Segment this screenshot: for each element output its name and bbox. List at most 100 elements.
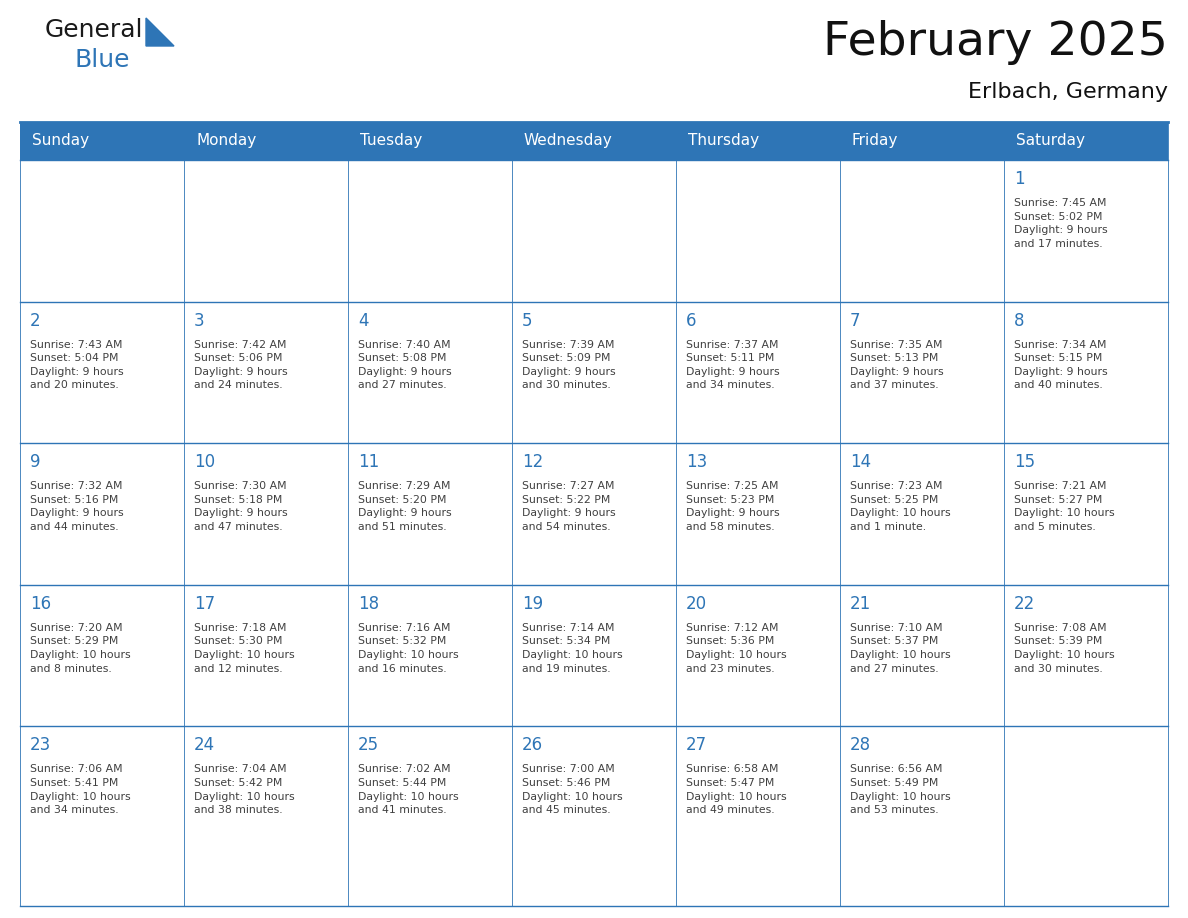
Bar [840,726,1004,868]
Bar [348,122,512,160]
Text: 7: 7 [849,311,860,330]
Text: Sunrise: 7:14 AM
Sunset: 5:34 PM
Daylight: 10 hours
and 19 minutes.: Sunrise: 7:14 AM Sunset: 5:34 PM Dayligh… [522,622,623,674]
Text: 2: 2 [30,311,40,330]
Text: General: General [45,18,144,42]
Text: 25: 25 [358,736,379,755]
Text: 14: 14 [849,453,871,471]
Bar [840,160,1004,302]
Text: 19: 19 [522,595,543,613]
Text: Sunrise: 7:27 AM
Sunset: 5:22 PM
Daylight: 9 hours
and 54 minutes.: Sunrise: 7:27 AM Sunset: 5:22 PM Dayligh… [522,481,615,532]
Bar [184,122,348,160]
Bar [1004,122,1168,160]
Bar [20,302,184,443]
Bar [20,160,184,302]
Bar [348,585,512,726]
Bar [676,585,840,726]
Text: 20: 20 [685,595,707,613]
Text: Sunrise: 7:45 AM
Sunset: 5:02 PM
Daylight: 9 hours
and 17 minutes.: Sunrise: 7:45 AM Sunset: 5:02 PM Dayligh… [1015,198,1107,249]
Bar [184,726,348,868]
Bar [676,302,840,443]
Bar [184,160,348,302]
Bar [840,122,1004,160]
Bar [184,302,348,443]
Text: Sunrise: 7:43 AM
Sunset: 5:04 PM
Daylight: 9 hours
and 20 minutes.: Sunrise: 7:43 AM Sunset: 5:04 PM Dayligh… [30,340,124,390]
Bar [512,585,676,726]
Text: 4: 4 [358,311,368,330]
Text: 6: 6 [685,311,696,330]
Text: Sunrise: 7:29 AM
Sunset: 5:20 PM
Daylight: 9 hours
and 51 minutes.: Sunrise: 7:29 AM Sunset: 5:20 PM Dayligh… [358,481,451,532]
Text: 9: 9 [30,453,40,471]
Bar [676,726,840,868]
Bar [20,443,184,585]
Text: Sunrise: 7:42 AM
Sunset: 5:06 PM
Daylight: 9 hours
and 24 minutes.: Sunrise: 7:42 AM Sunset: 5:06 PM Dayligh… [194,340,287,390]
Text: Tuesday: Tuesday [360,133,422,149]
Text: 18: 18 [358,595,379,613]
Bar [840,585,1004,726]
Text: Sunrise: 7:34 AM
Sunset: 5:15 PM
Daylight: 9 hours
and 40 minutes.: Sunrise: 7:34 AM Sunset: 5:15 PM Dayligh… [1015,340,1107,390]
Text: 21: 21 [849,595,871,613]
Text: Sunrise: 7:04 AM
Sunset: 5:42 PM
Daylight: 10 hours
and 38 minutes.: Sunrise: 7:04 AM Sunset: 5:42 PM Dayligh… [194,765,295,815]
Text: Sunrise: 7:02 AM
Sunset: 5:44 PM
Daylight: 10 hours
and 41 minutes.: Sunrise: 7:02 AM Sunset: 5:44 PM Dayligh… [358,765,459,815]
Text: Sunrise: 7:39 AM
Sunset: 5:09 PM
Daylight: 9 hours
and 30 minutes.: Sunrise: 7:39 AM Sunset: 5:09 PM Dayligh… [522,340,615,390]
Bar [512,122,676,160]
Text: Saturday: Saturday [1016,133,1085,149]
Text: Sunrise: 7:37 AM
Sunset: 5:11 PM
Daylight: 9 hours
and 34 minutes.: Sunrise: 7:37 AM Sunset: 5:11 PM Dayligh… [685,340,779,390]
Bar [20,122,184,160]
Text: 3: 3 [194,311,204,330]
Bar [184,585,348,726]
Text: Sunrise: 7:18 AM
Sunset: 5:30 PM
Daylight: 10 hours
and 12 minutes.: Sunrise: 7:18 AM Sunset: 5:30 PM Dayligh… [194,622,295,674]
Text: 24: 24 [194,736,215,755]
Bar [512,302,676,443]
Text: 1: 1 [1015,170,1024,188]
Text: Sunrise: 7:40 AM
Sunset: 5:08 PM
Daylight: 9 hours
and 27 minutes.: Sunrise: 7:40 AM Sunset: 5:08 PM Dayligh… [358,340,451,390]
Text: Sunrise: 7:25 AM
Sunset: 5:23 PM
Daylight: 9 hours
and 58 minutes.: Sunrise: 7:25 AM Sunset: 5:23 PM Dayligh… [685,481,779,532]
Bar [1004,585,1168,726]
Bar [676,443,840,585]
Bar [676,122,840,160]
Text: 8: 8 [1015,311,1024,330]
Text: Sunrise: 7:35 AM
Sunset: 5:13 PM
Daylight: 9 hours
and 37 minutes.: Sunrise: 7:35 AM Sunset: 5:13 PM Dayligh… [849,340,943,390]
Text: 17: 17 [194,595,215,613]
Bar [184,443,348,585]
Text: Sunrise: 7:20 AM
Sunset: 5:29 PM
Daylight: 10 hours
and 8 minutes.: Sunrise: 7:20 AM Sunset: 5:29 PM Dayligh… [30,622,131,674]
Text: Sunrise: 7:08 AM
Sunset: 5:39 PM
Daylight: 10 hours
and 30 minutes.: Sunrise: 7:08 AM Sunset: 5:39 PM Dayligh… [1015,622,1114,674]
Text: Sunday: Sunday [32,133,89,149]
Text: 5: 5 [522,311,532,330]
Text: Sunrise: 6:56 AM
Sunset: 5:49 PM
Daylight: 10 hours
and 53 minutes.: Sunrise: 6:56 AM Sunset: 5:49 PM Dayligh… [849,765,950,815]
Text: Sunrise: 7:23 AM
Sunset: 5:25 PM
Daylight: 10 hours
and 1 minute.: Sunrise: 7:23 AM Sunset: 5:25 PM Dayligh… [849,481,950,532]
Bar [20,585,184,726]
Text: Thursday: Thursday [688,133,759,149]
Text: Blue: Blue [75,48,131,72]
Text: Sunrise: 7:30 AM
Sunset: 5:18 PM
Daylight: 9 hours
and 47 minutes.: Sunrise: 7:30 AM Sunset: 5:18 PM Dayligh… [194,481,287,532]
Bar [1004,443,1168,585]
Text: Sunrise: 7:32 AM
Sunset: 5:16 PM
Daylight: 9 hours
and 44 minutes.: Sunrise: 7:32 AM Sunset: 5:16 PM Dayligh… [30,481,124,532]
Bar [348,726,512,868]
Text: 13: 13 [685,453,707,471]
Bar [512,443,676,585]
Bar [676,160,840,302]
Text: 23: 23 [30,736,51,755]
Text: Sunrise: 7:10 AM
Sunset: 5:37 PM
Daylight: 10 hours
and 27 minutes.: Sunrise: 7:10 AM Sunset: 5:37 PM Dayligh… [849,622,950,674]
Text: February 2025: February 2025 [823,20,1168,65]
Text: 26: 26 [522,736,543,755]
Polygon shape [146,18,173,46]
Text: Friday: Friday [852,133,898,149]
Bar [1004,160,1168,302]
Text: 27: 27 [685,736,707,755]
Bar [1004,726,1168,868]
Bar [1004,302,1168,443]
Bar [512,160,676,302]
Text: Wednesday: Wednesday [524,133,613,149]
Text: 11: 11 [358,453,379,471]
Text: 22: 22 [1015,595,1035,613]
Bar [348,443,512,585]
Text: Sunrise: 7:00 AM
Sunset: 5:46 PM
Daylight: 10 hours
and 45 minutes.: Sunrise: 7:00 AM Sunset: 5:46 PM Dayligh… [522,765,623,815]
Text: Sunrise: 6:58 AM
Sunset: 5:47 PM
Daylight: 10 hours
and 49 minutes.: Sunrise: 6:58 AM Sunset: 5:47 PM Dayligh… [685,765,786,815]
Text: Erlbach, Germany: Erlbach, Germany [968,82,1168,102]
Text: 10: 10 [194,453,215,471]
Bar [348,160,512,302]
Bar [840,443,1004,585]
Text: Sunrise: 7:06 AM
Sunset: 5:41 PM
Daylight: 10 hours
and 34 minutes.: Sunrise: 7:06 AM Sunset: 5:41 PM Dayligh… [30,765,131,815]
Bar [512,726,676,868]
Bar [20,726,184,868]
